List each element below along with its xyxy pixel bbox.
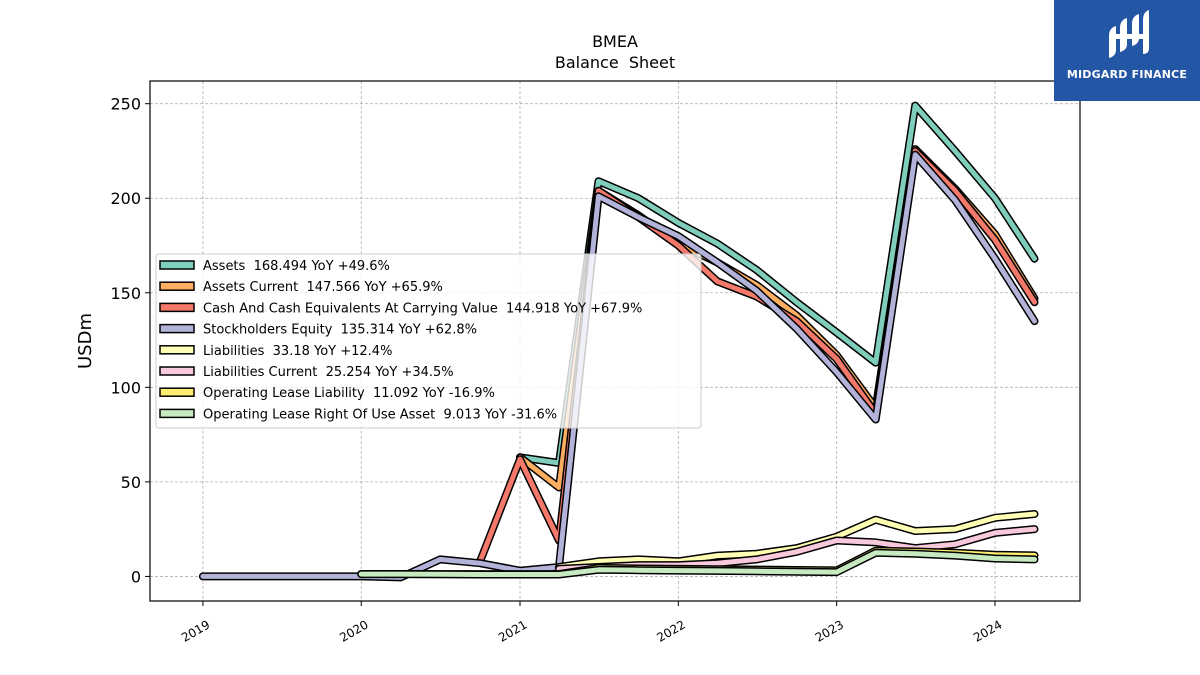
x-tick-label: 2023 [813, 617, 846, 644]
x-tick-label: 2022 [654, 617, 687, 644]
midgard-logo-icon [1109, 10, 1149, 58]
x-tick-label: 2020 [337, 617, 370, 644]
legend-label: Liabilities 33.18 YoY +12.4% [203, 344, 392, 359]
series-layer [198, 101, 1039, 582]
legend: Assets 168.494 YoY +49.6% Assets Current … [155, 253, 702, 429]
legend-box [155, 253, 702, 429]
legend-swatch [159, 302, 195, 313]
x-tick-label: 2021 [496, 617, 529, 644]
legend-label: Stockholders Equity 135.314 YoY +62.8% [203, 323, 477, 338]
legend-label: Liabilities Current 25.254 YoY +34.5% [203, 365, 454, 380]
legend-label: Operating Lease Right Of Use Asset 9.013… [203, 407, 557, 422]
brand-name: MIDGARD FINANCE [1066, 68, 1188, 81]
series-outline-6 [555, 525, 1039, 573]
series-line-4 [200, 152, 1037, 580]
chart-subtitle: Balance Sheet [555, 53, 675, 72]
chart-title: BMEA [592, 32, 638, 51]
y-tick-label: 50 [121, 473, 141, 492]
legend-label: Assets Current 147.566 YoY +65.9% [203, 280, 443, 295]
y-tick-label: 200 [110, 189, 141, 208]
x-tick-label: 2019 [179, 617, 212, 644]
legend-swatch [159, 345, 195, 355]
legend-label: Operating Lease Liability 11.092 YoY -16… [203, 386, 495, 401]
y-tick-label: 150 [110, 284, 141, 303]
y-tick-label: 100 [110, 378, 141, 397]
legend-swatch [159, 281, 195, 291]
legend-swatch [159, 366, 195, 376]
legend-swatch [159, 260, 195, 270]
legend-swatch [159, 387, 195, 397]
y-axis-label: USDm [75, 313, 96, 369]
brand-logo: MIDGARD FINANCE [1054, 0, 1200, 101]
legend-swatch [159, 323, 195, 334]
series-line-1 [517, 103, 1037, 466]
legend-swatch [159, 408, 195, 419]
x-tick-label: 2024 [971, 617, 1004, 644]
legend-label: Cash And Cash Equivalents At Carrying Va… [203, 301, 642, 316]
legend-label: Assets 168.494 YoY +49.6% [203, 259, 390, 274]
y-tick-label: 250 [110, 95, 141, 114]
y-tick-label: 0 [131, 567, 141, 586]
plot-frame [149, 80, 1081, 602]
series-line-8 [358, 550, 1037, 577]
